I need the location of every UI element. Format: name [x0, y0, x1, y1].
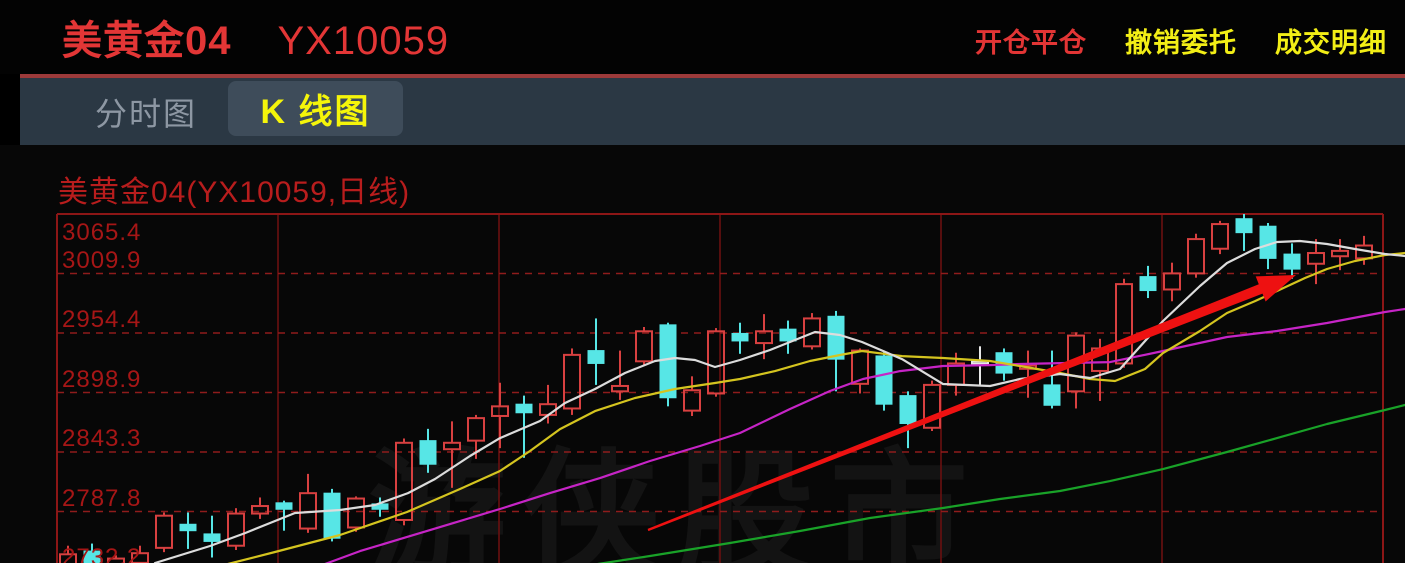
kline-chart-panel[interactable]: 游侠股市 美黄金04(YX10059,日线) 3065.4 3009.9 2954.…: [0, 145, 1405, 563]
candle-body-down: [1139, 276, 1157, 292]
y-axis-label: 2898.9: [62, 365, 142, 393]
y-axis-label: 2843.3: [62, 425, 142, 452]
candle-body-down: [1283, 253, 1301, 270]
trade-detail-link[interactable]: 成交明细: [1275, 27, 1387, 58]
candle-body-up: [1307, 252, 1325, 265]
red-divider: [20, 74, 1405, 78]
candle-body-down: [83, 550, 101, 563]
candle-body-up: [683, 389, 701, 412]
candle-body-up: [59, 553, 77, 563]
candle-body-up: [395, 441, 413, 521]
header: 美黄金04 YX10059 开仓平仓 撤销委托 成交明细: [0, 0, 1405, 74]
y-axis-label: 2732.2: [62, 544, 142, 563]
candle-body-up: [1187, 238, 1205, 275]
header-links: 开仓平仓 撤销委托 成交明细: [975, 15, 1387, 60]
candle-body-down: [875, 355, 893, 405]
open-close-position-link[interactable]: 开仓平仓: [975, 27, 1087, 58]
kline-svg: [56, 213, 1405, 563]
candle-body-up: [107, 557, 125, 563]
y-axis-label: 3065.4: [62, 219, 142, 246]
candle-body-up: [347, 497, 365, 529]
symbol-code: YX10059: [277, 19, 450, 63]
candle-body-up: [1115, 283, 1133, 365]
candle-body-up: [563, 353, 581, 410]
candle-body-down: [659, 324, 677, 399]
candle-body-up: [611, 384, 629, 393]
candle-body-up: [443, 441, 461, 451]
candle-body-up: [227, 512, 245, 547]
y-axis-label: 3009.9: [62, 246, 142, 274]
symbol-title: 美黄金04 YX10059: [62, 8, 449, 66]
candle-body-down: [779, 328, 797, 342]
candle-body-up: [755, 330, 773, 345]
y-axis-label: 2787.8: [62, 484, 142, 512]
candle-body-down: [827, 315, 845, 360]
ma-yellow: [227, 251, 1405, 563]
tab-time-chart[interactable]: 分时图: [95, 95, 198, 132]
candle-body-up: [635, 330, 653, 363]
ma-green: [597, 403, 1405, 563]
candle-body-down: [1043, 384, 1061, 406]
ma-magenta: [324, 307, 1405, 563]
candle-body-down: [179, 523, 197, 532]
cancel-order-link[interactable]: 撤销委托: [1125, 27, 1237, 58]
candle-body-up: [923, 383, 941, 429]
candle-body-up: [155, 514, 173, 549]
candle-body-up: [467, 417, 485, 442]
tab-kline-chart[interactable]: K 线图: [228, 81, 403, 136]
chart-title: 美黄金04(YX10059,日线): [58, 176, 411, 209]
candle-body-up: [1019, 364, 1037, 370]
y-axis-label: 2954.4: [62, 306, 142, 333]
symbol-name: 美黄金04: [62, 19, 232, 63]
candles: [59, 214, 1373, 563]
watermark: 游侠股市: [368, 439, 985, 563]
candle-body-up: [539, 403, 557, 416]
candle-body-up: [491, 405, 509, 417]
candle-body-down: [1235, 218, 1253, 234]
candle-body-down: [203, 533, 221, 542]
trend-arrow-annotation: [647, 275, 1296, 532]
candle-body-down: [587, 350, 605, 364]
candle-body-up: [1163, 272, 1181, 291]
candle-body-down: [323, 492, 341, 539]
chart-tabbar: 分时图 K 线图: [20, 78, 1405, 145]
candle-body-up: [1211, 223, 1229, 250]
candle-body-up: [1331, 249, 1349, 258]
ma-white: [153, 239, 1405, 563]
candle-body-down: [275, 502, 293, 510]
candle-body-up: [251, 505, 269, 515]
candle-body-up: [707, 330, 725, 395]
candle-body-down: [731, 332, 749, 342]
candle-body-down: [899, 395, 917, 424]
candle-body-down: [419, 440, 437, 465]
candle-body-down: [515, 403, 533, 414]
